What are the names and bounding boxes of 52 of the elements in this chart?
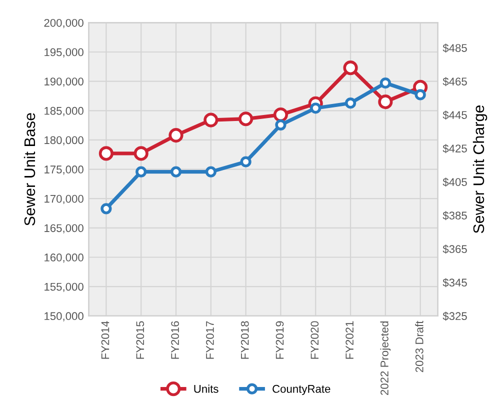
- x-tick-label: FY2017: [206, 321, 214, 359]
- point: [380, 77, 391, 89]
- y2-tick-label: $445: [442, 110, 467, 120]
- y2-tick-label: $465: [442, 77, 467, 86]
- y2-tick-label: $365: [442, 244, 467, 254]
- x-tick-label: FY2018: [240, 321, 249, 359]
- point: [98, 146, 114, 161]
- y-tick-label: 155,000: [44, 282, 84, 292]
- x-tick-label: FY2021: [346, 321, 354, 359]
- x-tick-label: FY2020: [310, 321, 319, 359]
- y2-tick-label: $425: [442, 144, 467, 154]
- x-tick-label: FY2014: [101, 321, 110, 359]
- point: [343, 60, 358, 76]
- point: [240, 156, 252, 168]
- point: [414, 89, 426, 100]
- point: [134, 146, 148, 161]
- x-tick-label: 2023 Draft: [415, 320, 424, 372]
- point: [170, 166, 182, 178]
- point: [100, 203, 112, 214]
- x-tick-label: FY2016: [171, 321, 179, 359]
- point: [204, 112, 218, 128]
- point: [378, 94, 393, 110]
- y2-axis-title: Sewer Unit Charge: [472, 105, 488, 234]
- point: [205, 166, 216, 178]
- y2-tick-label: $385: [442, 211, 467, 220]
- y-tick-label: 195,000: [44, 48, 84, 58]
- y-tick-label: 170,000: [44, 194, 84, 204]
- legend-label: Units: [194, 384, 218, 393]
- point: [168, 128, 184, 143]
- y-tick-label: 150,000: [44, 312, 84, 322]
- y-tick-label: 185,000: [44, 106, 84, 116]
- point: [310, 102, 322, 114]
- point: [136, 166, 147, 178]
- y-axis-title: Sewer Unit Base: [24, 113, 36, 226]
- y-tick-label: 200,000: [44, 18, 84, 28]
- x-tick-label: FY2019: [276, 321, 284, 359]
- y-tick-label: 180,000: [44, 136, 84, 146]
- y2-tick-label: $325: [442, 312, 467, 321]
- point: [273, 107, 288, 122]
- legend-label: CountyRate: [272, 384, 330, 395]
- y2-tick-label: $405: [442, 178, 467, 187]
- point: [344, 98, 356, 109]
- point: [238, 112, 254, 126]
- y-tick-label: 175,000: [44, 166, 84, 175]
- y-tick-label: 165,000: [44, 224, 84, 234]
- y-tick-label: 190,000: [44, 78, 84, 87]
- y-tick-label: 160,000: [44, 254, 84, 263]
- x-tick-label: 2022 Projected: [380, 321, 391, 395]
- x-tick-label: FY2015: [136, 321, 144, 359]
- y2-tick-label: $345: [442, 278, 467, 288]
- point: [275, 119, 286, 130]
- y2-tick-label: $485: [442, 44, 467, 53]
